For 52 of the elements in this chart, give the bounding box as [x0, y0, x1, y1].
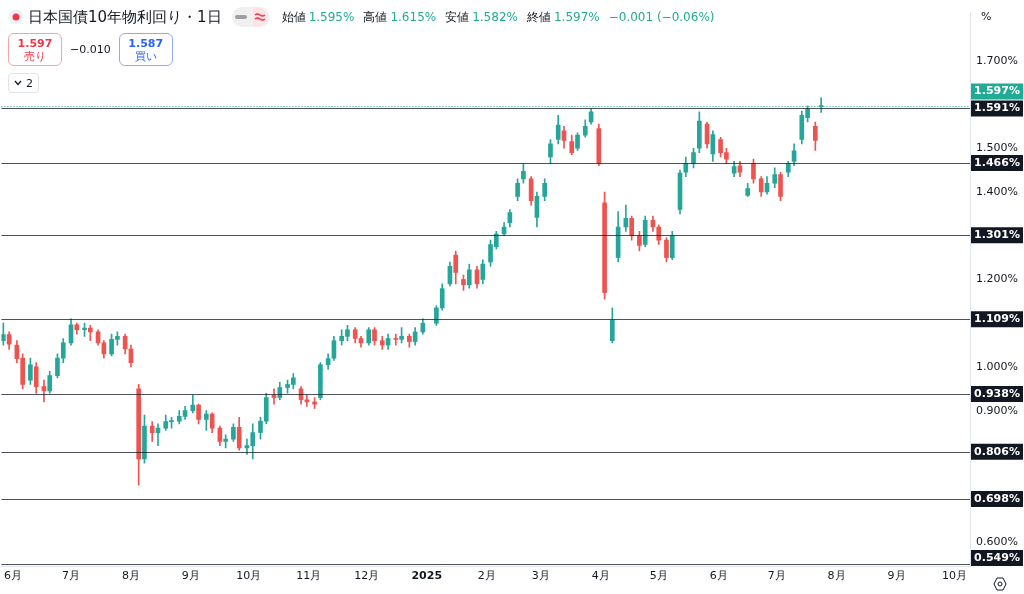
ref-line-label: 1.301% — [974, 228, 1020, 242]
ref-line-label: 1.466% — [974, 155, 1020, 169]
y-tick-label: 1.000% — [976, 359, 1018, 373]
candlestick — [304, 395, 310, 407]
x-tick-label: 6月 — [709, 569, 728, 583]
x-tick-label: 2月 — [477, 569, 496, 583]
ref-line-label: 1.109% — [974, 312, 1020, 326]
y-tick-label: 1.700% — [976, 53, 1018, 67]
ref-line-label: 1.591% — [974, 101, 1020, 115]
annotation: −0.010 — [70, 43, 111, 56]
annotation: 買い — [134, 49, 157, 63]
annotation: 1.587 — [128, 36, 164, 50]
x-tick-label: 11月 — [296, 569, 322, 583]
x-tick-label: 9月 — [181, 569, 200, 583]
annotation: 1.597% — [553, 10, 600, 24]
ref-line-label: 0.549% — [974, 550, 1020, 564]
x-tick-label: 6月 — [4, 569, 22, 583]
x-tick-label: 10月 — [942, 569, 968, 583]
x-tick-label: 5月 — [649, 569, 668, 583]
annotation: 高値 — [363, 8, 388, 26]
annotation: −0.001 (−0.06%) — [608, 10, 715, 24]
annotation: 終値 — [526, 8, 551, 26]
x-tick-label: 3月 — [531, 569, 550, 583]
x-tick-label: 2025 — [411, 569, 443, 583]
annotation: 2 — [26, 76, 33, 90]
x-tick-label: 7月 — [62, 569, 80, 583]
annotation: 売り — [24, 49, 46, 63]
x-tick-label: 8月 — [827, 569, 846, 583]
annotation: 1.597 — [17, 36, 53, 50]
y-tick-label: 1.500% — [976, 141, 1018, 155]
x-tick-label: 10月 — [236, 569, 262, 583]
annotation: 1.582% — [472, 10, 518, 24]
candlestick — [393, 333, 399, 346]
x-tick-label: 8月 — [121, 569, 140, 583]
x-tick-label: 9月 — [887, 569, 906, 583]
ref-line-label: 0.806% — [974, 444, 1020, 458]
x-tick-label: 4月 — [591, 569, 610, 583]
annotation: 安値 — [445, 8, 470, 26]
annotation: 1.595% — [308, 10, 355, 24]
chart-title: 日本国債10年物利回り・1日 — [28, 7, 222, 27]
ref-line-label: 0.938% — [974, 386, 1020, 400]
annotation: 1.615% — [390, 10, 437, 24]
text: % — [981, 10, 992, 23]
y-tick-label: 0.600% — [976, 534, 1018, 548]
x-tick-label: 7月 — [767, 569, 786, 583]
ref-line-label: 0.698% — [974, 491, 1020, 505]
ref-line-label: 1.597% — [974, 84, 1020, 98]
x-tick-label: 12月 — [354, 569, 380, 583]
annotation: 始値 — [281, 8, 306, 26]
y-tick-label: 1.400% — [976, 184, 1018, 198]
y-tick-label: 1.200% — [976, 272, 1018, 286]
y-tick-label: 0.900% — [976, 403, 1018, 417]
